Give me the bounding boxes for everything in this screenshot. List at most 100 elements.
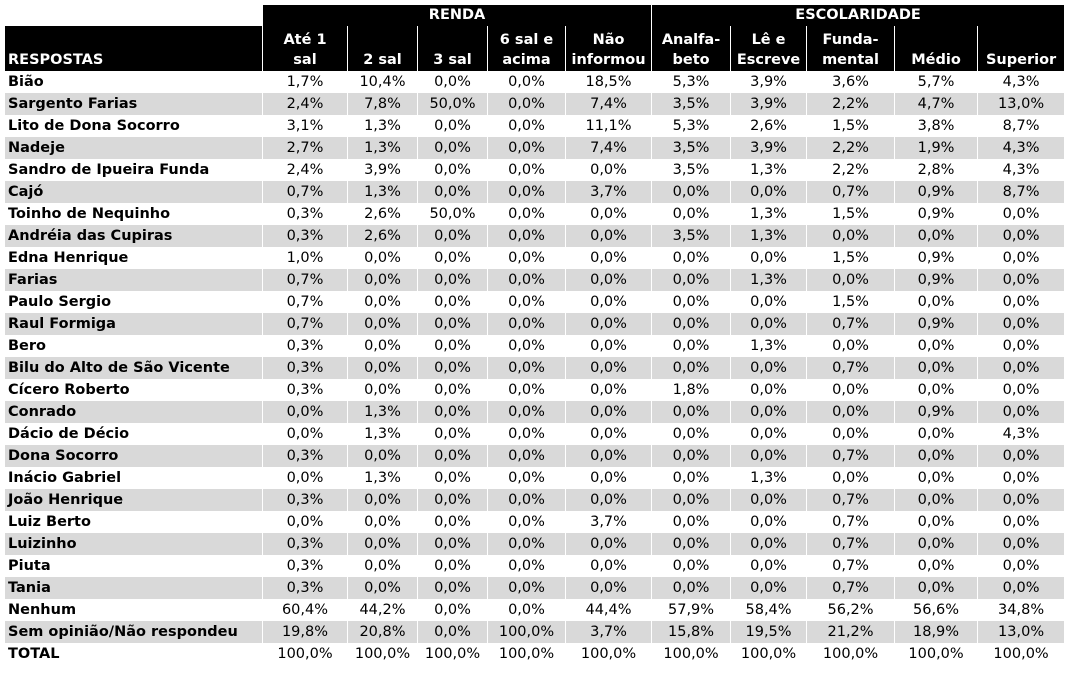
- table-cell: 0,0%: [417, 159, 488, 181]
- table-row: Piuta 0,3% 0,0% 0,0% 0,0% 0,0% 0,0% 0,0% 0,7% 0,0…: [4, 555, 1066, 577]
- table-cell: 1,3%: [347, 137, 418, 159]
- table-cell: 0,0%: [564, 423, 653, 445]
- table-cell: 19,8%: [262, 621, 348, 643]
- table-row: Nenhum 60,4% 44,2% 0,0% 0,0% 44,4% 57,9% 58,4% 5…: [4, 599, 1066, 621]
- table-cell: 0,7%: [806, 357, 896, 379]
- table-cell: 0,0%: [347, 247, 418, 269]
- table-cell: 0,7%: [262, 313, 348, 335]
- table-cell: 0,0%: [564, 269, 653, 291]
- table-cell: 0,0%: [487, 137, 566, 159]
- table-cell: 1,3%: [347, 181, 418, 203]
- table-cell: 0,0%: [417, 357, 488, 379]
- table-cell: 2,7%: [262, 137, 348, 159]
- table-cell: 0,0%: [347, 379, 418, 401]
- table-cell: 0,0%: [347, 445, 418, 467]
- table-cell: 0,9%: [894, 247, 979, 269]
- table-cell: 0,7%: [806, 533, 896, 555]
- table-row: Cícero Roberto 0,3% 0,0% 0,0% 0,0% 0,0% 1,8% 0,…: [4, 379, 1066, 401]
- table-cell: 0,0%: [977, 445, 1066, 467]
- table-cell: 0,7%: [262, 269, 348, 291]
- table-cell: 0,0%: [487, 269, 566, 291]
- table-cell: 0,0%: [487, 335, 566, 357]
- table-row: Paulo Sergio 0,7% 0,0% 0,0% 0,0% 0,0% 0,0% 0,0%…: [4, 291, 1066, 313]
- column-header-line2: mental: [822, 52, 880, 68]
- table-cell: 0,0%: [487, 445, 566, 467]
- table-cell: 0,0%: [347, 357, 418, 379]
- table-cell: 0,0%: [730, 555, 808, 577]
- table-cell: 100,0%: [417, 643, 488, 665]
- table-cell: 0,3%: [262, 379, 348, 401]
- column-header-line1: [418, 30, 487, 50]
- table-cell: 0,0%: [487, 533, 566, 555]
- table-cell: 0,0%: [347, 489, 418, 511]
- table-cell: 0,0%: [417, 621, 488, 643]
- table-cell: 0,0%: [487, 467, 566, 489]
- table-cell: 0,0%: [977, 511, 1066, 533]
- table-cell: 0,0%: [417, 511, 488, 533]
- table-cell: 0,0%: [651, 335, 732, 357]
- table-cell: 2,6%: [730, 115, 808, 137]
- table-cell: 2,4%: [262, 159, 348, 181]
- column-header-line2: Escreve: [736, 52, 801, 68]
- row-label: Luizinho: [4, 533, 263, 555]
- row-label: Lito de Dona Socorro: [4, 115, 263, 137]
- table-cell: 7,8%: [347, 93, 418, 115]
- table-cell: 5,3%: [651, 115, 732, 137]
- column-header-3: 3 sal: [417, 26, 488, 71]
- column-header-line1: [978, 30, 1064, 50]
- table-cell: 0,7%: [806, 511, 896, 533]
- table-cell: 0,0%: [487, 423, 566, 445]
- group-header-blank: [4, 5, 263, 26]
- table-cell: 0,0%: [730, 577, 808, 599]
- table-row: Lito de Dona Socorro 3,1% 1,3% 0,0% 0,0% 11,1…: [4, 115, 1066, 137]
- row-label: João Henrique: [4, 489, 263, 511]
- table-cell: 0,0%: [564, 401, 653, 423]
- table-cell: 3,5%: [651, 225, 732, 247]
- table-cell: 1,8%: [651, 379, 732, 401]
- table-cell: 0,0%: [977, 379, 1066, 401]
- table-cell: 0,0%: [651, 423, 732, 445]
- table-row: Dácio de Décio 0,0% 1,3% 0,0% 0,0% 0,0% 0,0% 0,…: [4, 423, 1066, 445]
- table-cell: 0,0%: [487, 357, 566, 379]
- survey-table: RENDA ESCOLARIDADE RESPOSTAS Até 1 sal 2 s…: [4, 5, 1066, 665]
- group-header-escolaridade: ESCOLARIDADE: [651, 5, 1066, 26]
- table-cell: 0,0%: [730, 533, 808, 555]
- table-cell: 0,0%: [977, 401, 1066, 423]
- table-cell: 0,0%: [651, 555, 732, 577]
- column-header-line1: Até 1: [283, 32, 327, 48]
- table-cell: 0,0%: [977, 313, 1066, 335]
- table-cell: 0,0%: [417, 291, 488, 313]
- table-cell: 0,0%: [262, 423, 348, 445]
- table-cell: 4,3%: [977, 159, 1066, 181]
- table-row: Cajó 0,7% 1,3% 0,0% 0,0% 3,7% 0,0% 0,0% 0,7% 0,9%…: [4, 181, 1066, 203]
- table-cell: 0,0%: [487, 225, 566, 247]
- column-header-line2: informou: [571, 52, 646, 68]
- table-cell: 18,9%: [894, 621, 979, 643]
- table-cell: 0,0%: [564, 225, 653, 247]
- table-cell: 0,0%: [977, 555, 1066, 577]
- table-cell: 18,5%: [564, 71, 653, 93]
- row-label: Sargento Farias: [4, 93, 263, 115]
- table-cell: 100,0%: [347, 643, 418, 665]
- table-cell: 0,0%: [894, 357, 979, 379]
- table-row: João Henrique 0,3% 0,0% 0,0% 0,0% 0,0% 0,0% 0,0…: [4, 489, 1066, 511]
- table-cell: 0,0%: [564, 467, 653, 489]
- table-cell: 0,0%: [564, 379, 653, 401]
- table-cell: 0,3%: [262, 203, 348, 225]
- table-cell: 0,0%: [977, 335, 1066, 357]
- table-cell: 0,3%: [262, 225, 348, 247]
- table-cell: 0,0%: [806, 335, 896, 357]
- table-cell: 0,0%: [651, 577, 732, 599]
- table-cell: 0,0%: [347, 291, 418, 313]
- table-cell: 0,0%: [487, 599, 566, 621]
- table-cell: 0,0%: [564, 555, 653, 577]
- column-header-line1: Lê e: [751, 32, 786, 48]
- table-cell: 3,5%: [651, 93, 732, 115]
- table-cell: 0,3%: [262, 445, 348, 467]
- table-cell: 10,4%: [347, 71, 418, 93]
- table-cell: 2,2%: [806, 159, 896, 181]
- table-cell: 3,7%: [564, 181, 653, 203]
- table-cell: 3,9%: [730, 71, 808, 93]
- table-cell: 0,0%: [564, 313, 653, 335]
- column-header-line1: 6 sal e: [499, 32, 554, 48]
